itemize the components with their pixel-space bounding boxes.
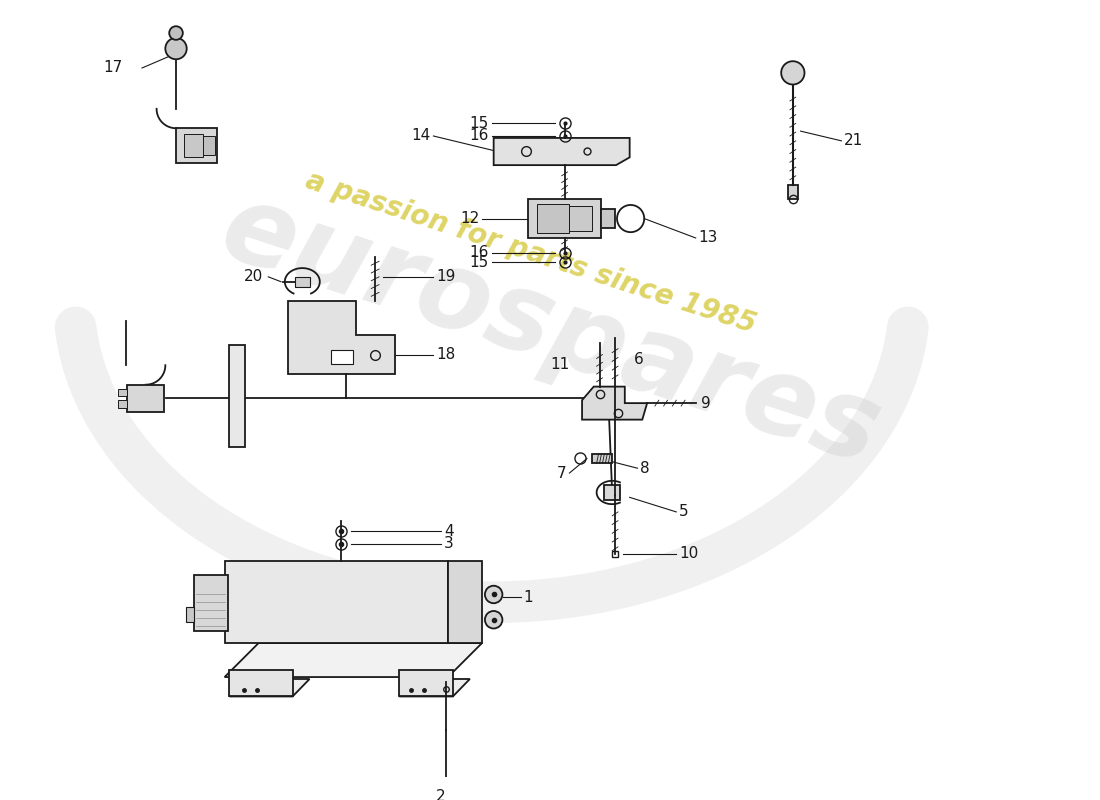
Text: 12: 12	[460, 211, 480, 226]
Text: 13: 13	[698, 230, 718, 246]
Text: a passion for parts since 1985: a passion for parts since 1985	[301, 166, 759, 338]
Polygon shape	[788, 185, 798, 199]
Polygon shape	[186, 607, 194, 622]
Text: 20: 20	[244, 270, 263, 284]
Polygon shape	[128, 385, 164, 412]
Text: 8: 8	[640, 461, 650, 476]
Text: 14: 14	[411, 129, 430, 143]
Polygon shape	[194, 575, 228, 631]
Polygon shape	[399, 670, 453, 697]
Polygon shape	[592, 454, 613, 463]
Text: 11: 11	[550, 357, 570, 372]
Text: 3: 3	[444, 537, 454, 551]
Text: 4: 4	[444, 524, 453, 539]
Polygon shape	[224, 643, 482, 677]
Circle shape	[169, 26, 183, 40]
Circle shape	[485, 611, 503, 629]
Text: 15: 15	[470, 116, 488, 131]
Polygon shape	[494, 138, 629, 165]
Polygon shape	[582, 386, 647, 420]
Polygon shape	[538, 204, 570, 233]
Text: 21: 21	[845, 134, 864, 148]
Polygon shape	[118, 400, 128, 408]
Text: 16: 16	[470, 245, 488, 260]
Polygon shape	[295, 277, 310, 286]
Text: 7: 7	[557, 466, 566, 481]
Text: 10: 10	[679, 546, 699, 561]
Text: eurospares: eurospares	[208, 174, 892, 486]
Text: 16: 16	[470, 129, 488, 143]
Polygon shape	[176, 128, 217, 163]
Polygon shape	[331, 350, 353, 364]
Text: 15: 15	[470, 254, 488, 270]
Text: 17: 17	[103, 61, 122, 75]
Text: 6: 6	[634, 352, 643, 367]
Text: 5: 5	[679, 505, 689, 519]
Polygon shape	[230, 670, 293, 697]
Polygon shape	[224, 562, 448, 643]
Polygon shape	[602, 209, 615, 228]
Polygon shape	[448, 562, 482, 643]
Polygon shape	[184, 134, 204, 158]
Polygon shape	[399, 679, 470, 697]
Polygon shape	[570, 206, 592, 231]
Polygon shape	[118, 389, 128, 396]
Polygon shape	[230, 679, 309, 697]
Text: 1: 1	[524, 590, 534, 605]
Polygon shape	[230, 345, 245, 447]
Polygon shape	[604, 485, 620, 500]
Text: 9: 9	[701, 396, 711, 410]
Circle shape	[165, 38, 187, 59]
Circle shape	[781, 61, 804, 85]
Polygon shape	[288, 301, 395, 374]
Polygon shape	[528, 199, 602, 238]
Text: 2: 2	[437, 789, 446, 800]
Text: 19: 19	[437, 270, 455, 284]
Text: 18: 18	[437, 347, 455, 362]
Circle shape	[485, 586, 503, 603]
Polygon shape	[204, 136, 214, 155]
